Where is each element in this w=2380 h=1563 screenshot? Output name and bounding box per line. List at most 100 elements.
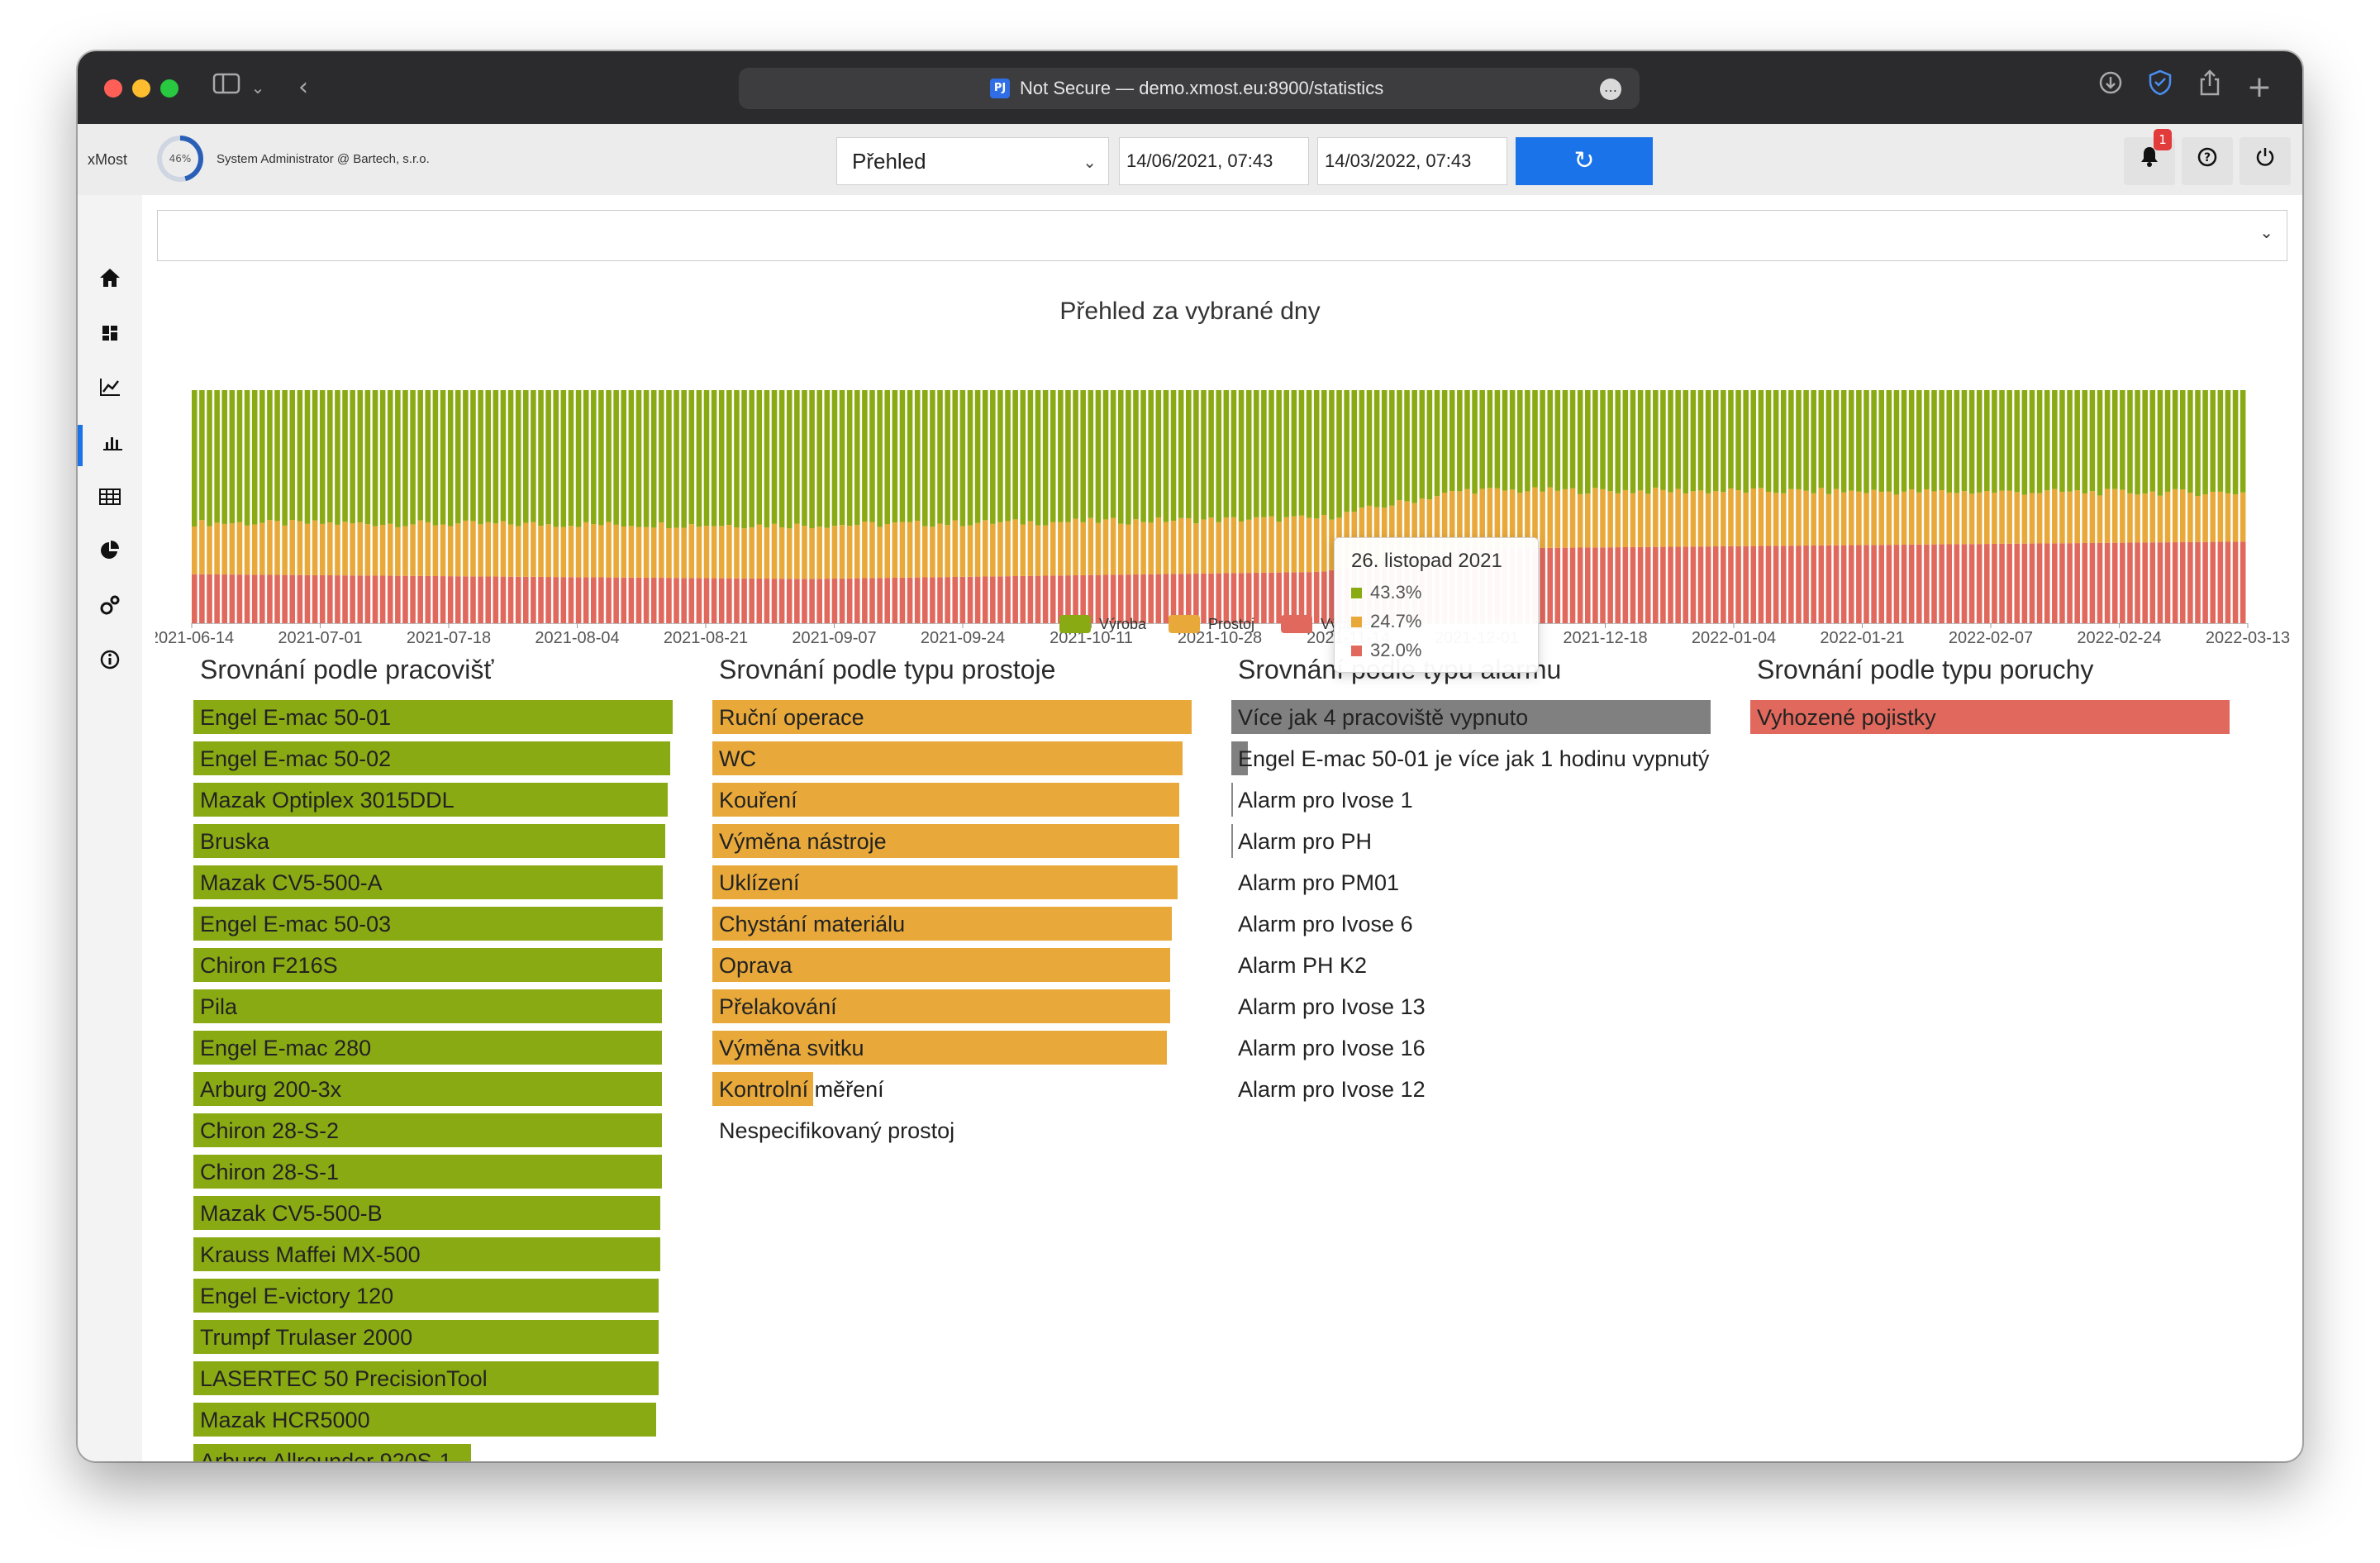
bar-segment-vyroba[interactable] bbox=[1245, 390, 1252, 520]
bar-segment-vyroba[interactable] bbox=[749, 390, 754, 527]
bar-segment-vypadek[interactable] bbox=[342, 575, 348, 623]
tab-group-chevron-icon[interactable]: ⌄ bbox=[250, 78, 265, 98]
bar-segment-vypadek[interactable] bbox=[1773, 546, 1779, 623]
bar-segment-prostoj[interactable] bbox=[1005, 521, 1011, 577]
bar-segment-vyroba[interactable] bbox=[1856, 390, 1862, 492]
bar-segment-vypadek[interactable] bbox=[877, 578, 883, 623]
logout-button[interactable] bbox=[2240, 137, 2291, 185]
bar-segment-prostoj[interactable] bbox=[606, 522, 612, 578]
bar-segment-vyroba[interactable] bbox=[1878, 390, 1884, 492]
bar-segment-vyroba[interactable] bbox=[1871, 390, 1877, 490]
bar-segment-vypadek[interactable] bbox=[1968, 544, 1975, 623]
bar-segment-vyroba[interactable] bbox=[1126, 390, 1131, 525]
bar-segment-prostoj[interactable] bbox=[643, 527, 650, 578]
bar-segment-vypadek[interactable] bbox=[2179, 541, 2186, 623]
bar-segment-vyroba[interactable] bbox=[1803, 390, 1809, 491]
bar-segment-vyroba[interactable] bbox=[1230, 390, 1237, 517]
bar-segment-vyroba[interactable] bbox=[1313, 390, 1320, 519]
bar-segment-vypadek[interactable] bbox=[1321, 571, 1327, 623]
bar-segment-vypadek[interactable] bbox=[854, 578, 860, 623]
bar-segment-vypadek[interactable] bbox=[500, 576, 507, 623]
bar-segment-vypadek[interactable] bbox=[1668, 546, 1673, 623]
bar-segment-vypadek[interactable] bbox=[1607, 547, 1613, 623]
bar-segment-vyroba[interactable] bbox=[221, 390, 228, 524]
bar-segment-vypadek[interactable] bbox=[2044, 543, 2050, 623]
bar-segment-vypadek[interactable] bbox=[364, 575, 371, 623]
bar-segment-vyroba[interactable] bbox=[1373, 390, 1380, 507]
bar-segment-vypadek[interactable] bbox=[1547, 547, 1553, 623]
bar-segment-vyroba[interactable] bbox=[1840, 390, 1847, 493]
bar-segment-prostoj[interactable] bbox=[1404, 501, 1410, 559]
bar-segment-prostoj[interactable] bbox=[1765, 492, 1772, 546]
bar-segment-prostoj[interactable] bbox=[1773, 493, 1779, 546]
bar-segment-vypadek[interactable] bbox=[1825, 545, 1832, 623]
bar-segment-vyroba[interactable] bbox=[598, 390, 604, 526]
bar-segment-vyroba[interactable] bbox=[1073, 390, 1078, 519]
bar-segment-vypadek[interactable] bbox=[771, 579, 778, 623]
bar-segment-prostoj[interactable] bbox=[1878, 491, 1884, 546]
bar-segment-prostoj[interactable] bbox=[1359, 507, 1365, 565]
bar-segment-prostoj[interactable] bbox=[2082, 493, 2088, 544]
bar-segment-prostoj[interactable] bbox=[350, 522, 355, 576]
bar-segment-vyroba[interactable] bbox=[478, 390, 483, 525]
bar-segment-vypadek[interactable] bbox=[937, 577, 943, 623]
bar-segment-prostoj[interactable] bbox=[1547, 487, 1553, 548]
bar-segment-vyroba[interactable] bbox=[1411, 390, 1417, 503]
bar-segment-vypadek[interactable] bbox=[591, 577, 597, 623]
bar-segment-prostoj[interactable] bbox=[613, 524, 619, 578]
bar-segment-vypadek[interactable] bbox=[831, 579, 838, 623]
bar-segment-vypadek[interactable] bbox=[2142, 542, 2148, 623]
bar-segment-vyroba[interactable] bbox=[1336, 390, 1342, 518]
bar-segment-vypadek[interactable] bbox=[1117, 574, 1124, 623]
bar-segment-vypadek[interactable] bbox=[778, 579, 785, 623]
bar-segment-vyroba[interactable] bbox=[2142, 390, 2148, 494]
bar-segment-vyroba[interactable] bbox=[764, 390, 770, 528]
bar-segment-vyroba[interactable] bbox=[1697, 390, 1704, 491]
bar-segment-prostoj[interactable] bbox=[1472, 493, 1478, 549]
bar-segment-vypadek[interactable] bbox=[628, 577, 635, 623]
bar-segment-vypadek[interactable] bbox=[659, 578, 664, 623]
bar-segment-vypadek[interactable] bbox=[523, 576, 529, 623]
bar-segment-vypadek[interactable] bbox=[1856, 545, 1862, 623]
bar-segment-vyroba[interactable] bbox=[1961, 390, 1968, 492]
bar-segment-vyroba[interactable] bbox=[402, 390, 408, 527]
bar-segment-vypadek[interactable] bbox=[1577, 547, 1583, 624]
bar-segment-vyroba[interactable] bbox=[1283, 390, 1290, 517]
bar-segment-vypadek[interactable] bbox=[2036, 543, 2043, 623]
bar-segment-vypadek[interactable] bbox=[2029, 543, 2035, 623]
bar-segment-vyroba[interactable] bbox=[907, 390, 913, 522]
bar-row[interactable]: Alarm pro PM01 bbox=[1231, 864, 1711, 905]
bar-segment-vypadek[interactable] bbox=[1126, 574, 1131, 623]
bar-segment-vyroba[interactable] bbox=[1042, 390, 1049, 526]
bar-segment-vyroba[interactable] bbox=[560, 390, 567, 527]
new-tab-icon[interactable]: + bbox=[2246, 70, 2273, 104]
bar-segment-prostoj[interactable] bbox=[982, 520, 988, 577]
bar-segment-vyroba[interactable] bbox=[1117, 390, 1124, 524]
sidebar-item-statistics[interactable] bbox=[78, 425, 142, 466]
bar-segment-prostoj[interactable] bbox=[1525, 491, 1530, 549]
bar-segment-vypadek[interactable] bbox=[2202, 541, 2208, 623]
bar-segment-prostoj[interactable] bbox=[1298, 515, 1305, 573]
bar-segment-vyroba[interactable] bbox=[2240, 390, 2246, 493]
bar-segment-prostoj[interactable] bbox=[364, 524, 371, 576]
bar-segment-vypadek[interactable] bbox=[1178, 574, 1184, 623]
bar-segment-prostoj[interactable] bbox=[703, 526, 710, 579]
refresh-button[interactable]: ↻ bbox=[1516, 137, 1653, 185]
bar-segment-vypadek[interactable] bbox=[1743, 546, 1749, 623]
bar-segment-vyroba[interactable] bbox=[974, 390, 981, 523]
bar-segment-vyroba[interactable] bbox=[1404, 390, 1410, 502]
bar-segment-vypadek[interactable] bbox=[515, 576, 521, 623]
bar-segment-prostoj[interactable] bbox=[327, 522, 333, 576]
bar-segment-vyroba[interactable] bbox=[2149, 390, 2156, 492]
bar-segment-vyroba[interactable] bbox=[199, 390, 205, 521]
bar-segment-vyroba[interactable] bbox=[2104, 390, 2111, 489]
share-icon[interactable] bbox=[2193, 69, 2226, 106]
bar-segment-vypadek[interactable] bbox=[267, 574, 273, 623]
bar-segment-prostoj[interactable] bbox=[1705, 493, 1711, 547]
bar-segment-vyroba[interactable] bbox=[1381, 390, 1388, 508]
bar-segment-vyroba[interactable] bbox=[1758, 390, 1764, 488]
bar-segment-vyroba[interactable] bbox=[854, 390, 860, 526]
bar-segment-vyroba[interactable] bbox=[606, 390, 612, 522]
bar-segment-vypadek[interactable] bbox=[1058, 575, 1064, 623]
bar-segment-prostoj[interactable] bbox=[1864, 493, 1869, 546]
